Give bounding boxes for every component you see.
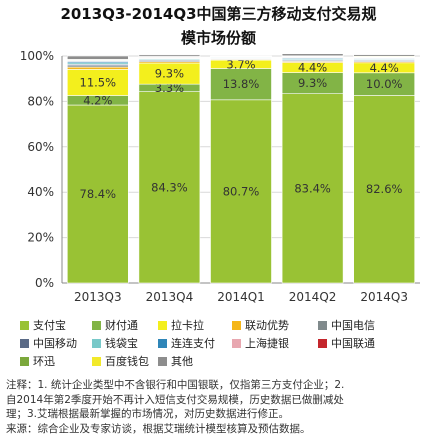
data-label: 9.3% <box>298 76 327 90</box>
bar-segment <box>353 95 416 284</box>
x-tick-label: 2014Q1 <box>217 290 265 304</box>
chart-title-line2: 模市场份额 <box>180 29 256 47</box>
note-line-1: 注释：1. 统计企业类型中不含银行和中国银联，仅指第三方支付企业；2. <box>6 379 345 391</box>
bar-segment <box>138 91 201 284</box>
bar-segment <box>67 104 129 284</box>
data-label: 83.4% <box>294 181 331 195</box>
data-label: 78.4% <box>80 187 117 201</box>
y-tick-label: 80% <box>27 94 54 108</box>
y-tick-label: 60% <box>27 140 54 154</box>
data-label: 10.0% <box>366 77 403 91</box>
x-tick-label: 2013Q4 <box>146 290 194 304</box>
data-label: 13.8% <box>223 77 260 91</box>
bar-segment <box>210 99 272 284</box>
data-label: 4.4% <box>298 61 327 75</box>
y-tick-label: 100% <box>20 49 54 63</box>
bar-segment <box>281 93 344 284</box>
data-label: 4.4% <box>370 61 399 75</box>
x-tick-label: 2014Q2 <box>289 290 337 304</box>
data-label: 4.2% <box>83 93 112 107</box>
y-tick-label: 40% <box>27 185 54 199</box>
x-tick-label: 2014Q3 <box>360 290 408 304</box>
note-line-3: 理；3.艾瑞根据最新掌握的市场情况，对历史数据进行修正。 <box>6 408 290 420</box>
x-tick-label: 2013Q3 <box>74 290 122 304</box>
data-label: 84.3% <box>151 180 188 194</box>
bar-segment <box>353 54 416 57</box>
data-label: 11.5% <box>80 75 117 89</box>
y-tick-label: 0% <box>35 276 54 290</box>
note-line-2: 自2014年第2季度开始不再计入短信支付交易规模，历史数据已做删减处 <box>6 393 344 406</box>
stacked-bar-chart: 0% 20% 40% 60% 80% 100% 78.4% 4.2% 11.5% 2013Q3 84… <box>20 49 420 304</box>
bar-segment <box>138 54 201 57</box>
data-label: 80.7% <box>223 184 260 198</box>
chart-notes: 注释：1. 统计企业类型中不含银行和中国银联，仅指第三方支付企业；2. 自201… <box>6 378 434 436</box>
chart-title-line1: 2013Q3-2014Q3中国第三方移动支付交易规 <box>60 5 377 23</box>
bar-segment <box>210 68 272 101</box>
data-label: 9.3% <box>155 67 184 81</box>
y-tick-label: 20% <box>27 231 54 245</box>
data-label: 3.7% <box>226 57 255 71</box>
bar-segment <box>67 66 129 70</box>
bar-segment <box>281 53 344 57</box>
data-label: 82.6% <box>366 182 403 196</box>
note-line-4: 来源：综合企业及专家访谈，根据艾瑞统计模型核算及预估数据。 <box>6 422 311 435</box>
bar-segment <box>67 55 129 60</box>
